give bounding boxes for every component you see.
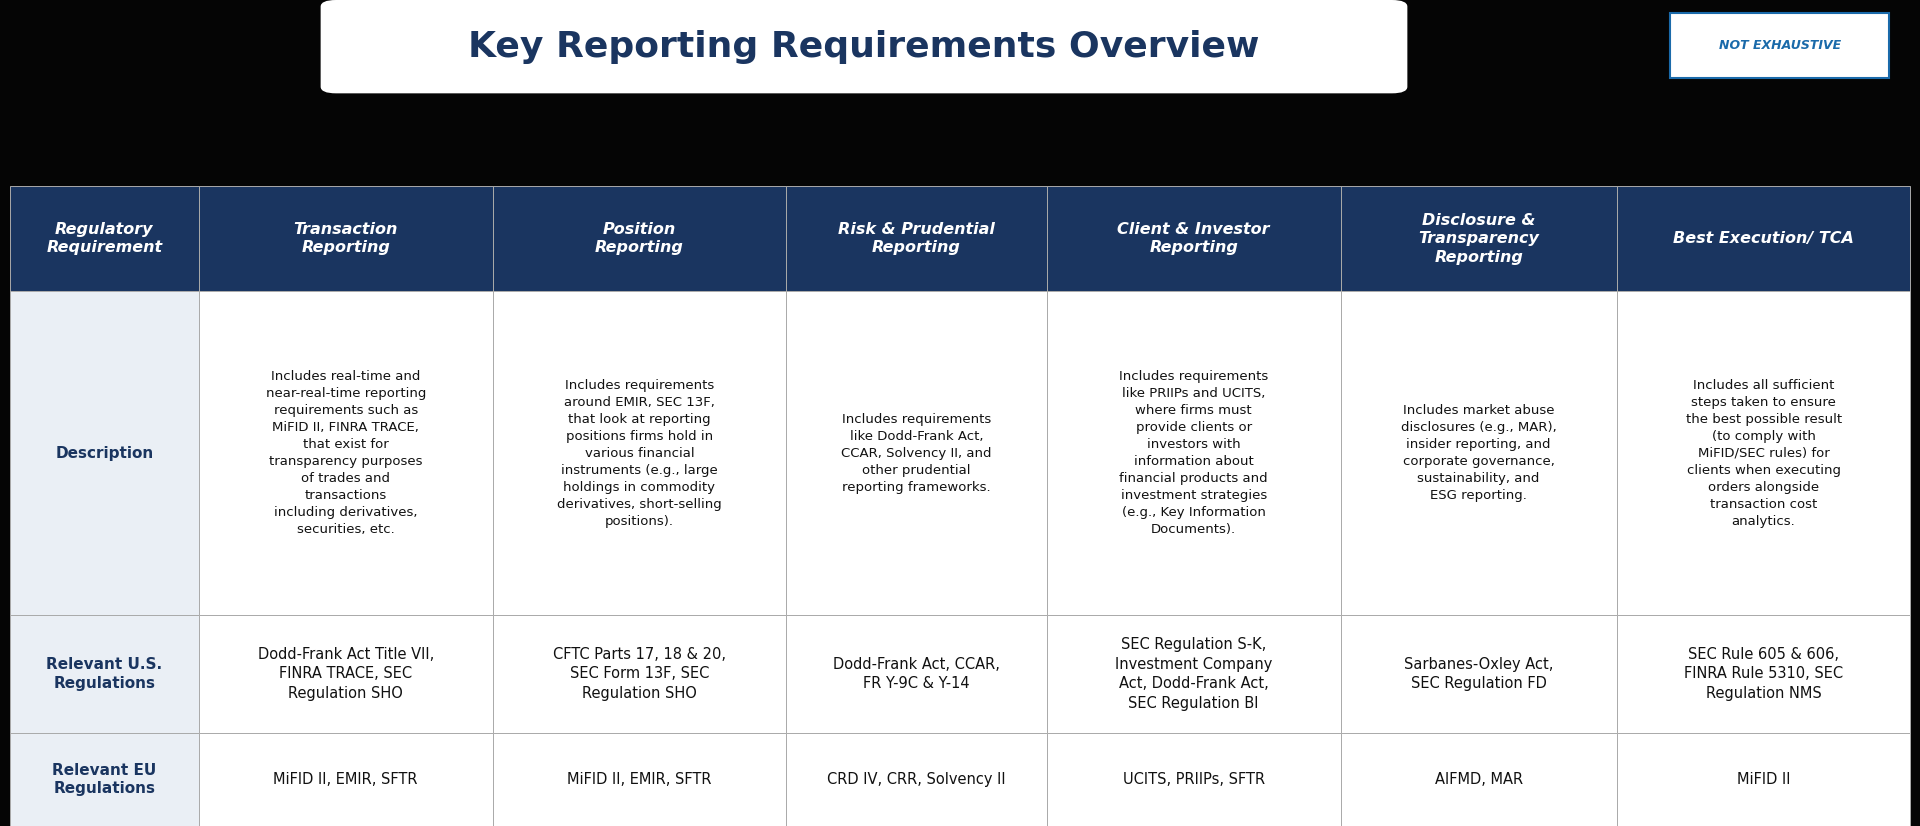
Text: Includes market abuse
disclosures (e.g., MAR),
insider reporting, and
corporate : Includes market abuse disclosures (e.g.,… [1402, 404, 1557, 502]
Bar [1046, 615, 1340, 733]
Text: Position
Reporting: Position Reporting [595, 222, 684, 255]
FancyBboxPatch shape [321, 0, 1407, 93]
Bar [1046, 292, 1340, 615]
Text: Best Execution/ TCA: Best Execution/ TCA [1672, 231, 1855, 246]
Bar [200, 733, 493, 826]
Text: SEC Regulation S-K,
Investment Company
Act, Dodd-Frank Act,
SEC Regulation BI: SEC Regulation S-K, Investment Company A… [1116, 637, 1273, 711]
Bar [1340, 186, 1617, 292]
Text: UCITS, PRIIPs, SFTR: UCITS, PRIIPs, SFTR [1123, 772, 1265, 787]
FancyBboxPatch shape [1670, 13, 1889, 78]
Text: Regulatory
Requirement: Regulatory Requirement [46, 222, 163, 255]
Text: Relevant EU
Regulations: Relevant EU Regulations [52, 762, 156, 796]
Text: Description: Description [56, 445, 154, 461]
Text: MiFID II, EMIR, SFTR: MiFID II, EMIR, SFTR [566, 772, 712, 787]
Bar [200, 292, 493, 615]
Text: MiFID II: MiFID II [1738, 772, 1789, 787]
Bar [10, 186, 200, 292]
Text: Risk & Prudential
Reporting: Risk & Prudential Reporting [839, 222, 995, 255]
Text: Includes requirements
around EMIR, SEC 13F,
that look at reporting
positions fir: Includes requirements around EMIR, SEC 1… [557, 378, 722, 528]
Bar [1340, 292, 1617, 615]
Text: Includes requirements
like PRIIPs and UCITS,
where firms must
provide clients or: Includes requirements like PRIIPs and UC… [1119, 370, 1269, 536]
Bar [10, 292, 200, 615]
Bar [200, 186, 493, 292]
Bar [1617, 292, 1910, 615]
Bar [1046, 186, 1340, 292]
Bar [493, 292, 785, 615]
Bar [10, 733, 200, 826]
Bar [785, 292, 1046, 615]
Text: Dodd-Frank Act, CCAR,
FR Y-9C & Y-14: Dodd-Frank Act, CCAR, FR Y-9C & Y-14 [833, 657, 1000, 691]
Bar [1046, 733, 1340, 826]
Bar [1617, 733, 1910, 826]
Text: Transaction
Reporting: Transaction Reporting [294, 222, 397, 255]
Bar [785, 615, 1046, 733]
Text: NOT EXHAUSTIVE: NOT EXHAUSTIVE [1718, 40, 1841, 52]
Bar [785, 733, 1046, 826]
Text: Dodd-Frank Act Title VII,
FINRA TRACE, SEC
Regulation SHO: Dodd-Frank Act Title VII, FINRA TRACE, S… [257, 647, 434, 701]
Text: Relevant U.S.
Regulations: Relevant U.S. Regulations [46, 657, 163, 691]
Bar [1617, 615, 1910, 733]
Text: CFTC Parts 17, 18 & 20,
SEC Form 13F, SEC
Regulation SHO: CFTC Parts 17, 18 & 20, SEC Form 13F, SE… [553, 647, 726, 701]
Bar [200, 615, 493, 733]
Text: Includes real-time and
near-real-time reporting
requirements such as
MiFID II, F: Includes real-time and near-real-time re… [265, 370, 426, 536]
Text: AIFMD, MAR: AIFMD, MAR [1434, 772, 1523, 787]
Bar [785, 186, 1046, 292]
Text: Key Reporting Requirements Overview: Key Reporting Requirements Overview [468, 30, 1260, 64]
Bar [493, 733, 785, 826]
Bar [10, 615, 200, 733]
Bar [1340, 733, 1617, 826]
Bar [493, 186, 785, 292]
Text: Includes requirements
like Dodd-Frank Act,
CCAR, Solvency II, and
other prudenti: Includes requirements like Dodd-Frank Ac… [841, 413, 993, 494]
Bar [1340, 615, 1617, 733]
Bar [1617, 186, 1910, 292]
Text: Disclosure &
Transparency
Reporting: Disclosure & Transparency Reporting [1419, 212, 1540, 265]
Text: CRD IV, CRR, Solvency II: CRD IV, CRR, Solvency II [828, 772, 1006, 787]
Text: SEC Rule 605 & 606,
FINRA Rule 5310, SEC
Regulation NMS: SEC Rule 605 & 606, FINRA Rule 5310, SEC… [1684, 647, 1843, 701]
Text: MiFID II, EMIR, SFTR: MiFID II, EMIR, SFTR [273, 772, 419, 787]
Text: Client & Investor
Reporting: Client & Investor Reporting [1117, 222, 1269, 255]
Bar [493, 615, 785, 733]
Text: Sarbanes-Oxley Act,
SEC Regulation FD: Sarbanes-Oxley Act, SEC Regulation FD [1404, 657, 1553, 691]
Text: Includes all sufficient
steps taken to ensure
the best possible result
(to compl: Includes all sufficient steps taken to e… [1686, 378, 1841, 528]
